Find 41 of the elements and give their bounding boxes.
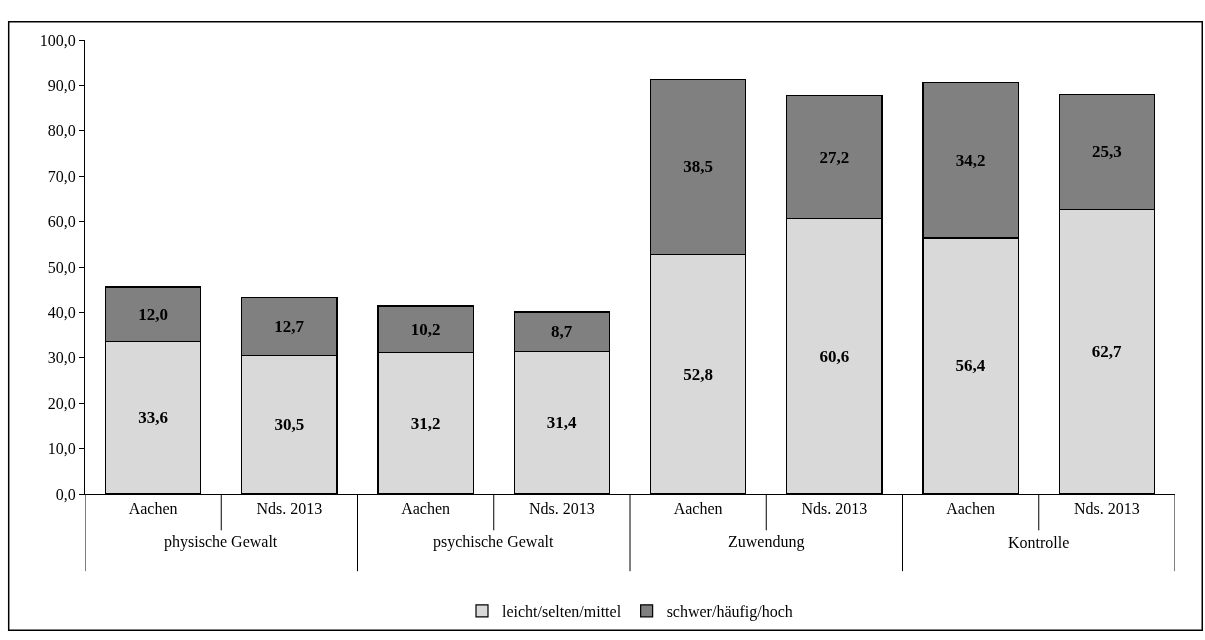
y-tick-label: 40,0 xyxy=(47,304,76,321)
data-label: 31,2 xyxy=(410,413,441,433)
x-tick-label: Nds. 2013 xyxy=(528,500,595,518)
legend-label: schwer/häufig/hoch xyxy=(666,603,793,622)
x-tick-label: Nds. 2013 xyxy=(801,500,868,518)
data-label: 12,7 xyxy=(274,317,305,337)
data-label: 10,2 xyxy=(410,319,441,339)
data-label: 52,8 xyxy=(683,364,713,384)
data-label: 56,4 xyxy=(955,356,986,376)
text: Kontrolle xyxy=(1008,534,1070,551)
x-tick-label: Aachen xyxy=(673,500,723,518)
x-tick-label: Aachen xyxy=(128,500,178,518)
data-label: 25,3 xyxy=(1092,142,1122,162)
data-label: 12,0 xyxy=(138,304,168,324)
y-tick-label: 100,0 xyxy=(39,31,76,49)
y-tick-label: 20,0 xyxy=(47,394,76,412)
data-label: 34,2 xyxy=(955,150,986,170)
data-label: 33,6 xyxy=(138,408,168,428)
text: psychische Gewalt xyxy=(433,533,554,551)
x-tick-label: Aachen xyxy=(401,500,451,518)
data-label: 38,5 xyxy=(683,157,713,177)
y-tick-label: 80,0 xyxy=(47,122,76,140)
y-tick-label: 50,0 xyxy=(47,258,76,276)
data-label: 8,7 xyxy=(551,322,573,342)
y-tick-label: 90,0 xyxy=(47,77,76,94)
x-tick-label: Nds. 2013 xyxy=(256,500,323,518)
data-label: 27,2 xyxy=(819,147,850,167)
data-label: 60,6 xyxy=(819,346,850,366)
data-label: 30,5 xyxy=(274,415,305,435)
data-label: 31,4 xyxy=(546,413,577,433)
y-tick-label: 10,0 xyxy=(47,440,76,458)
y-tick-label: 70,0 xyxy=(47,167,76,185)
text: Zuwendung xyxy=(728,533,805,551)
y-tick-label: 0,0 xyxy=(55,485,76,503)
y-tick-label: 60,0 xyxy=(47,213,76,231)
x-tick-label: Nds. 2013 xyxy=(1073,500,1140,518)
x-tick-label: Aachen xyxy=(946,500,996,518)
y-tick-label: 30,0 xyxy=(47,349,76,367)
data-label: 62,7 xyxy=(1091,342,1122,362)
text: physische Gewalt xyxy=(164,533,278,551)
legend-label: leicht/selten/mittel xyxy=(502,603,622,621)
